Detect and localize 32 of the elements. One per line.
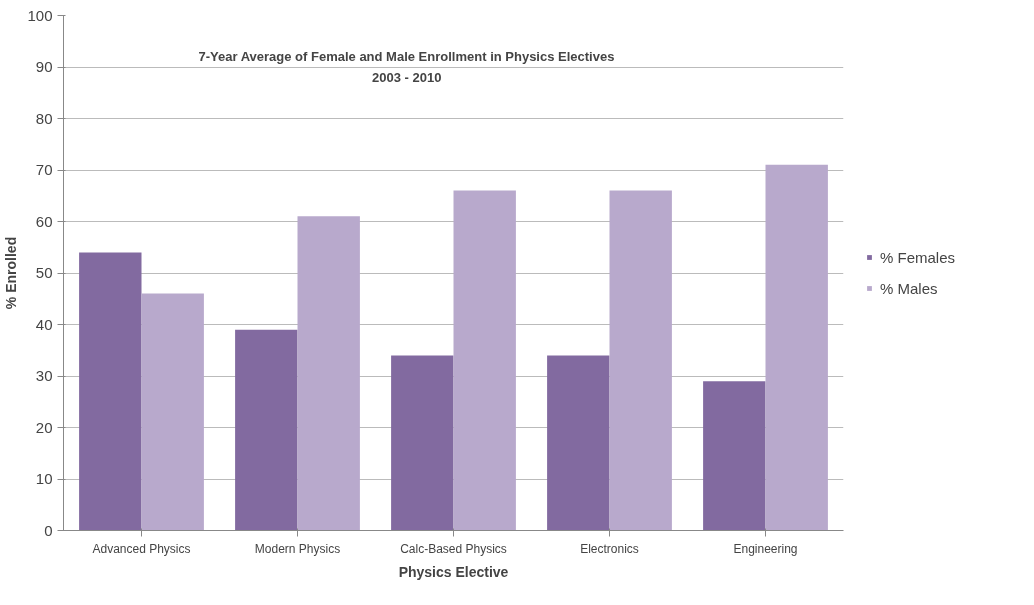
x-tick-label: Modern Physics bbox=[254, 541, 341, 556]
y-axis-title: % Enrolled bbox=[3, 236, 20, 310]
bar bbox=[547, 355, 610, 531]
x-axis-title: Physics Elective bbox=[398, 563, 509, 580]
y-tick-label: 100 bbox=[27, 6, 53, 24]
y-tick-label: 50 bbox=[35, 264, 53, 281]
x-tick-label: Engineering bbox=[733, 541, 798, 556]
y-tick-label: 60 bbox=[35, 212, 53, 230]
y-tick-label: 10 bbox=[35, 470, 53, 487]
y-tick-label: 0 bbox=[44, 521, 53, 539]
y-tick-label: 90 bbox=[35, 58, 53, 75]
bar bbox=[297, 216, 360, 531]
bar bbox=[453, 190, 516, 531]
x-tick-label: Calc-Based Physics bbox=[400, 541, 507, 556]
bar bbox=[391, 355, 454, 531]
legend-label: % Females bbox=[880, 248, 956, 266]
y-tick-label: 40 bbox=[35, 315, 53, 333]
x-tick-label: Advanced Physics bbox=[92, 541, 191, 556]
y-tick-label: 70 bbox=[35, 161, 53, 178]
bar bbox=[79, 252, 142, 531]
text: 7-Year Average of Female and Male Enrollment in Physics Electives bbox=[198, 49, 615, 65]
bar bbox=[141, 293, 204, 531]
bar bbox=[609, 190, 672, 531]
legend-label: % Males bbox=[880, 279, 938, 297]
bar bbox=[703, 381, 766, 531]
x-tick-label: Electronics bbox=[580, 541, 639, 556]
text: 2003 - 2010 bbox=[372, 70, 442, 86]
y-tick-label: 80 bbox=[35, 109, 53, 127]
y-tick-label: 20 bbox=[35, 418, 53, 436]
bar bbox=[235, 329, 298, 531]
bar bbox=[765, 164, 828, 531]
y-tick-label: 30 bbox=[35, 367, 53, 384]
